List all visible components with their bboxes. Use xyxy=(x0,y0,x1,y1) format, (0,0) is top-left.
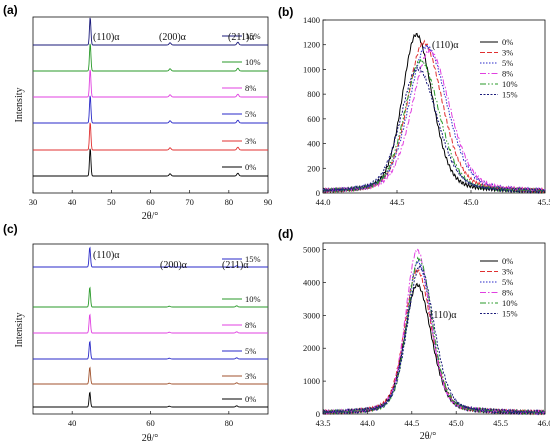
legend-label: 5% xyxy=(245,346,256,356)
x-tick-label: 30 xyxy=(29,197,38,207)
legend-label: 3% xyxy=(245,136,256,146)
series-line-0pct xyxy=(33,148,268,177)
panel-c-peak-211-label: (211)α xyxy=(222,260,249,271)
panel-c-peak-110-label: (110)α xyxy=(93,250,120,261)
y-tick-label: 1000 xyxy=(303,376,320,386)
y-tick-label: 2000 xyxy=(303,343,320,353)
y-tick-label: 5000 xyxy=(303,245,320,255)
series-line-0pct xyxy=(33,391,268,408)
legend-label: 3% xyxy=(502,48,513,58)
x-tick-label: 60 xyxy=(146,197,155,207)
x-tick-label: 45.5 xyxy=(538,197,550,207)
legend-label: 8% xyxy=(245,83,256,93)
panel-d-frame xyxy=(322,242,546,415)
panel-d-chart: 0%3%5%8%10%15% 43.5 44.0 44.5 45.0 45.5 46. 0 … xyxy=(303,242,550,442)
legend-label: 3% xyxy=(502,267,513,277)
y-tick-label: 1000 xyxy=(303,64,320,74)
x-tick-label: 46.0 xyxy=(538,418,550,428)
panel-a-peak-211-label: (211)α xyxy=(228,32,255,43)
panel-label-d: (d) xyxy=(278,227,293,241)
series-line-5pct xyxy=(33,95,268,124)
y-tick-label: 800 xyxy=(307,89,320,99)
panel-a-peak-200-label: (200)α xyxy=(159,32,187,43)
y-tick-label: 600 xyxy=(307,114,320,124)
panel-c-xlabel: 2θ/° xyxy=(142,433,159,444)
legend-label: 15% xyxy=(245,254,261,264)
legend-label: 3% xyxy=(245,371,256,381)
panel-c-ylabel: Intensity xyxy=(14,313,25,348)
x-tick-label: 50 xyxy=(107,197,116,207)
series-line-10pct xyxy=(33,43,268,72)
x-tick-label: 80 xyxy=(225,197,234,207)
panel-b-chart: 0%3%5%8%10%15% 44.0 44.5 45.0 45.5 0 200 400 6… xyxy=(303,15,550,207)
legend-label: 10% xyxy=(245,294,261,304)
panel-label-c: (c) xyxy=(3,222,18,236)
legend-label: 10% xyxy=(502,79,518,89)
y-tick-label: 4000 xyxy=(303,277,320,287)
legend-label: 0% xyxy=(502,37,513,47)
legend-label: 8% xyxy=(245,320,256,330)
x-tick-label: 40 xyxy=(68,197,77,207)
legend-label: 10% xyxy=(245,57,261,67)
x-tick-label: 44.5 xyxy=(404,418,419,428)
legend-label: 0% xyxy=(245,162,256,172)
x-tick-label: 43.5 xyxy=(316,418,331,428)
panel-a-peak-110-label: (110)α xyxy=(93,32,120,43)
x-tick-label: 70 xyxy=(185,197,194,207)
series-line-8pct xyxy=(33,313,268,334)
legend-label: 8% xyxy=(502,69,513,79)
legend-label: 15% xyxy=(502,309,518,319)
panel-a-xlabel: 2θ/° xyxy=(142,211,159,222)
legend-label: 0% xyxy=(502,256,513,266)
y-tick-label: 0 xyxy=(316,409,320,419)
panel-b-frame xyxy=(322,19,546,194)
legend-label: 5% xyxy=(502,277,513,287)
legend-label: 8% xyxy=(502,288,513,298)
x-tick-label: 80 xyxy=(225,418,234,428)
x-tick-label: 60 xyxy=(146,418,155,428)
x-tick-label: 44.0 xyxy=(360,418,375,428)
series-line-15pct xyxy=(33,246,268,268)
x-tick-label: 45.0 xyxy=(464,197,479,207)
series-line-15pct xyxy=(322,66,546,194)
series-line-3pct xyxy=(33,366,268,385)
y-tick-label: 200 xyxy=(307,163,320,173)
series-line-8pct xyxy=(33,69,268,98)
legend-label: 5% xyxy=(502,58,513,68)
legend-label: 10% xyxy=(502,298,518,308)
legend-label: 15% xyxy=(502,90,518,100)
panel-label-a: (a) xyxy=(3,3,18,17)
series-line-3pct xyxy=(33,122,268,151)
series-line-15pct xyxy=(33,17,268,46)
y-tick-label: 1200 xyxy=(303,40,320,50)
legend-label: 5% xyxy=(245,109,256,119)
y-tick-label: 1400 xyxy=(303,15,320,25)
x-tick-label: 90 xyxy=(264,197,273,207)
panel-d-xlabel: 2θ/° xyxy=(420,431,437,442)
series-line-15pct xyxy=(322,263,546,416)
x-tick-label: 45.0 xyxy=(449,418,464,428)
series-line-10pct xyxy=(33,286,268,308)
x-tick-label: 44.5 xyxy=(390,197,405,207)
y-tick-label: 400 xyxy=(307,139,320,149)
series-line-3pct xyxy=(322,267,546,416)
panel-a-chart: 0% 3% 5% 8% 10% 15% 30 40 50 60 70 80 90 (110)α (20… xyxy=(14,16,273,222)
x-tick-label: 40 xyxy=(68,418,77,428)
panel-a-ylabel: Intensity xyxy=(14,88,25,123)
panel-d-annotation: (110)α xyxy=(430,310,457,321)
panel-label-b: (b) xyxy=(278,5,293,19)
legend-label: 15% xyxy=(245,31,261,41)
legend-label: 0% xyxy=(245,394,256,404)
y-tick-label: 3000 xyxy=(303,310,320,320)
y-tick-label: 0 xyxy=(316,188,320,198)
x-tick-label: 45.5 xyxy=(493,418,508,428)
panel-c-peak-200-label: (200)α xyxy=(160,260,188,271)
series-line-5pct xyxy=(33,340,268,360)
panel-c-chart: 0% 3% 5% 8% 10% 15% 40 60 80 (110)α (200)α (211… xyxy=(14,243,269,444)
x-tick-label: 44.0 xyxy=(316,197,331,207)
series-line-3pct xyxy=(322,39,546,194)
panel-b-annotation: (110)α xyxy=(432,40,459,51)
